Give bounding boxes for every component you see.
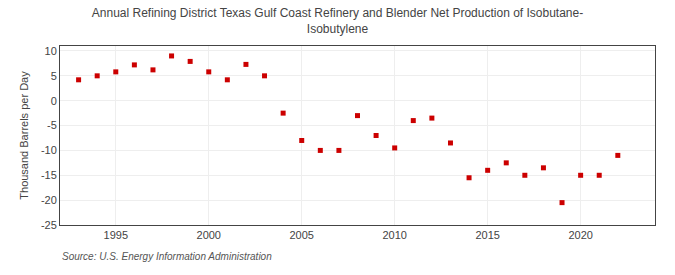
svg-text:-20: -20 [41,194,57,206]
svg-text:Thousand Barrels per Day: Thousand Barrels per Day [18,71,30,200]
svg-text:-10: -10 [41,144,57,156]
svg-text:0: 0 [51,95,57,107]
svg-text:1995: 1995 [104,229,128,241]
svg-text:2010: 2010 [382,229,406,241]
svg-text:5: 5 [51,70,57,82]
svg-text:2005: 2005 [289,229,313,241]
svg-text:-25: -25 [41,219,57,231]
svg-text:Source: U.S. Energy Informatio: Source: U.S. Energy Information Administ… [62,251,272,262]
svg-text:-5: -5 [47,119,57,131]
svg-text:2000: 2000 [197,229,221,241]
svg-text:Annual Refining District Texas: Annual Refining District Texas Gulf Coas… [92,6,583,36]
svg-text:-15: -15 [41,169,57,181]
svg-text:2020: 2020 [568,229,592,241]
svg-text:2015: 2015 [475,229,499,241]
svg-text:10: 10 [45,45,57,57]
